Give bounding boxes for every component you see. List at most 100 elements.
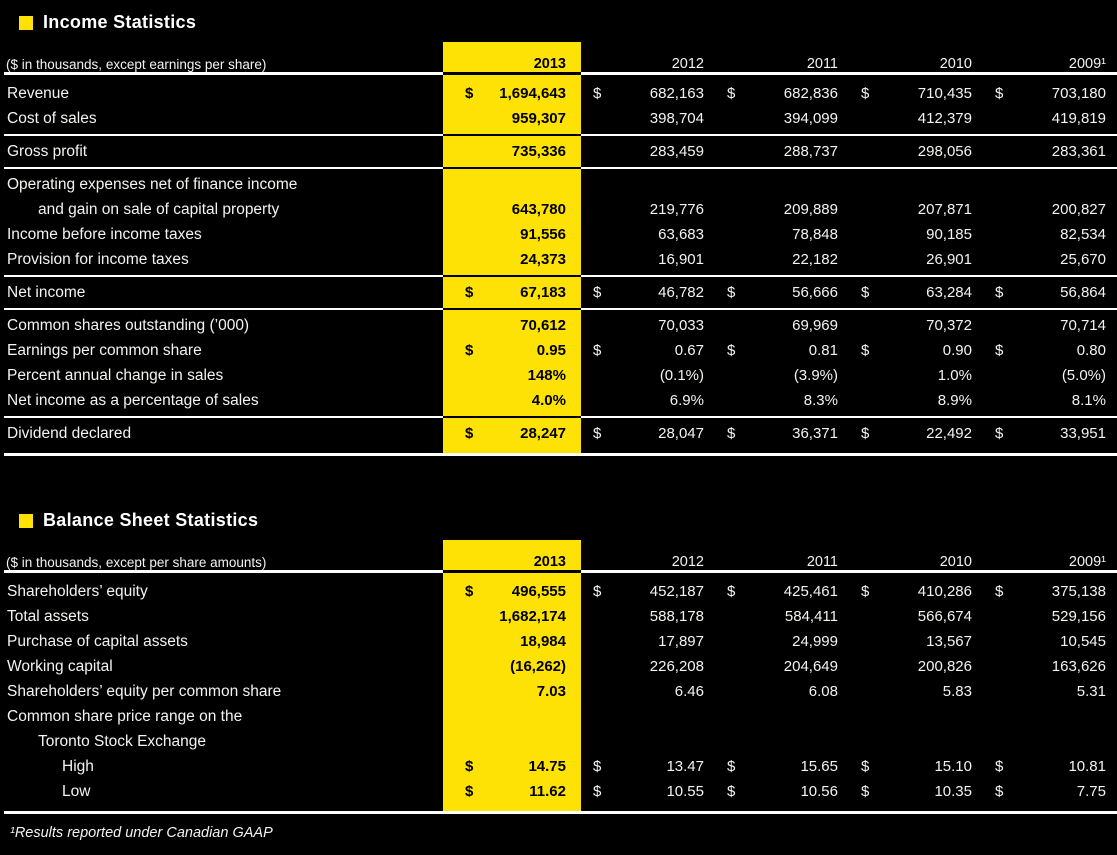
value-cell: 10,545 bbox=[983, 629, 1117, 654]
table-row: Toronto Stock Exchange bbox=[4, 729, 1117, 754]
value-cell: 8.1% bbox=[983, 388, 1117, 418]
value-cell: $15.10 bbox=[849, 754, 983, 779]
value-cell: 226,208 bbox=[581, 654, 715, 679]
gaap-footnote: ¹Results reported under Canadian GAAP bbox=[10, 825, 273, 841]
year-column-header: 2011 bbox=[715, 42, 849, 75]
cell-value: 5.31 bbox=[1076, 683, 1106, 700]
table-row: Operating expenses net of finance income bbox=[4, 168, 1117, 197]
cell-value: 204,649 bbox=[783, 658, 838, 675]
cell-value: 10.55 bbox=[666, 783, 704, 800]
value-cell bbox=[443, 729, 581, 754]
value-cell: 70,714 bbox=[983, 309, 1117, 338]
table-row: Net income $67,183 $46,782 $56,666 $63,284 $5… bbox=[4, 276, 1117, 310]
year-column-header: 2009¹ bbox=[983, 540, 1117, 573]
cell-value: 209,889 bbox=[783, 201, 838, 218]
cell-value: 36,371 bbox=[792, 425, 838, 442]
row-label: Gross profit bbox=[4, 135, 443, 169]
cell-value: 24,373 bbox=[520, 251, 566, 268]
cell-value: 584,411 bbox=[784, 608, 838, 625]
value-cell: 7.03 bbox=[443, 679, 581, 704]
cell-value: 452,187 bbox=[649, 583, 704, 600]
value-cell: $703,180 bbox=[983, 74, 1117, 107]
cell-value: 11.62 bbox=[529, 783, 566, 800]
value-cell: 5.83 bbox=[849, 679, 983, 704]
cell-value: 70,033 bbox=[658, 317, 704, 334]
value-cell: 90,185 bbox=[849, 222, 983, 247]
cell-value: (5.0%) bbox=[1061, 367, 1106, 384]
row-label: Common shares outstanding (’000) bbox=[7, 316, 250, 334]
row-label: and gain on sale of capital property bbox=[38, 200, 280, 218]
section-title: Income Statistics bbox=[43, 12, 197, 32]
table-row: Dividend declared $28,247 $28,047 $36,371 $2… bbox=[4, 417, 1117, 455]
value-cell bbox=[581, 704, 715, 729]
currency-symbol: $ bbox=[593, 342, 602, 359]
value-cell bbox=[581, 729, 715, 754]
section-bullet-icon bbox=[19, 513, 33, 528]
value-cell: $1,694,643 bbox=[443, 73, 581, 106]
currency-symbol: $ bbox=[861, 342, 870, 359]
cell-value: 22,182 bbox=[792, 251, 838, 268]
cell-value: 703,180 bbox=[1051, 85, 1106, 102]
cell-value: 6.9% bbox=[669, 392, 704, 409]
cell-value: 8.1% bbox=[1071, 392, 1106, 409]
cell-value: 0.95 bbox=[536, 342, 566, 359]
row-label: Net income bbox=[4, 276, 443, 310]
value-cell: (3.9%) bbox=[715, 363, 849, 388]
value-cell: 219,776 bbox=[581, 197, 715, 222]
value-cell: $7.75 bbox=[983, 779, 1117, 813]
balance-sheet-statistics-table: ($ in thousands, except per share amount… bbox=[4, 540, 1117, 814]
table-row: Net income as a percentage of sales 4.0% 6… bbox=[4, 388, 1117, 418]
currency-symbol: $ bbox=[593, 284, 602, 301]
value-cell: $375,138 bbox=[983, 572, 1117, 605]
value-cell: 148% bbox=[443, 363, 581, 388]
year-column-header: 2010 bbox=[849, 42, 983, 75]
table-row: Shareholders’ equity per common share 7.0… bbox=[4, 679, 1117, 704]
table-subtitle: ($ in thousands, except earnings per sha… bbox=[4, 42, 443, 75]
value-cell: $63,284 bbox=[849, 276, 983, 310]
cell-value: 298,056 bbox=[917, 143, 972, 160]
currency-symbol: $ bbox=[593, 583, 602, 600]
cell-value: 70,372 bbox=[926, 317, 972, 334]
value-cell bbox=[849, 729, 983, 754]
cell-value: 148% bbox=[527, 367, 566, 384]
currency-symbol: $ bbox=[861, 425, 870, 442]
cell-value: 219,776 bbox=[649, 201, 704, 218]
table-row: High $14.75 $13.47 $15.65 $15.10 $10.81 bbox=[4, 754, 1117, 779]
value-cell: 643,780 bbox=[443, 197, 581, 222]
value-cell: 13,567 bbox=[849, 629, 983, 654]
cell-value: 16,901 bbox=[658, 251, 704, 268]
cell-value: 7.03 bbox=[536, 683, 566, 700]
row-label: Percent annual change in sales bbox=[7, 366, 224, 384]
value-cell bbox=[715, 729, 849, 754]
value-cell: 584,411 bbox=[715, 604, 849, 629]
cell-value: 13,567 bbox=[926, 633, 972, 650]
cell-value: 6.46 bbox=[674, 683, 704, 700]
cell-value: 78,848 bbox=[792, 226, 838, 243]
table-row: Percent annual change in sales 148% (0.1%)… bbox=[4, 363, 1117, 388]
value-cell: 16,901 bbox=[581, 247, 715, 277]
table-row: Earnings per common share $0.95 $0.67 $0.81… bbox=[4, 338, 1117, 363]
cell-value: 398,704 bbox=[649, 110, 704, 127]
table-row: Purchase of capital assets 18,984 17,897 24… bbox=[4, 629, 1117, 654]
cell-value: 496,555 bbox=[511, 583, 566, 600]
cell-value: 10.56 bbox=[800, 783, 838, 800]
cell-value: 56,864 bbox=[1060, 284, 1106, 301]
value-cell: 200,826 bbox=[849, 654, 983, 679]
value-cell: $10.56 bbox=[715, 779, 849, 813]
cell-value: 90,185 bbox=[926, 226, 972, 243]
cell-value: 63,284 bbox=[926, 284, 972, 301]
cell-value: 682,163 bbox=[649, 85, 704, 102]
cell-value: (0.1%) bbox=[659, 367, 704, 384]
currency-symbol: $ bbox=[727, 758, 736, 775]
table-row: Gross profit 735,336 283,459 288,737 298,056… bbox=[4, 135, 1117, 169]
cell-value: 8.3% bbox=[803, 392, 838, 409]
currency-symbol: $ bbox=[593, 783, 602, 800]
cell-value: 226,208 bbox=[649, 658, 704, 675]
cell-value: 24,999 bbox=[792, 633, 838, 650]
value-cell: 529,156 bbox=[983, 604, 1117, 629]
table-row: Common shares outstanding (’000) 70,612 70… bbox=[4, 309, 1117, 338]
table-row: Income before income taxes 91,556 63,683 78… bbox=[4, 222, 1117, 247]
table-row: Working capital (16,262) 226,208 204,649 200… bbox=[4, 654, 1117, 679]
table-row: Shareholders’ equity $496,555 $452,187 $425… bbox=[4, 571, 1117, 605]
value-cell: 204,649 bbox=[715, 654, 849, 679]
